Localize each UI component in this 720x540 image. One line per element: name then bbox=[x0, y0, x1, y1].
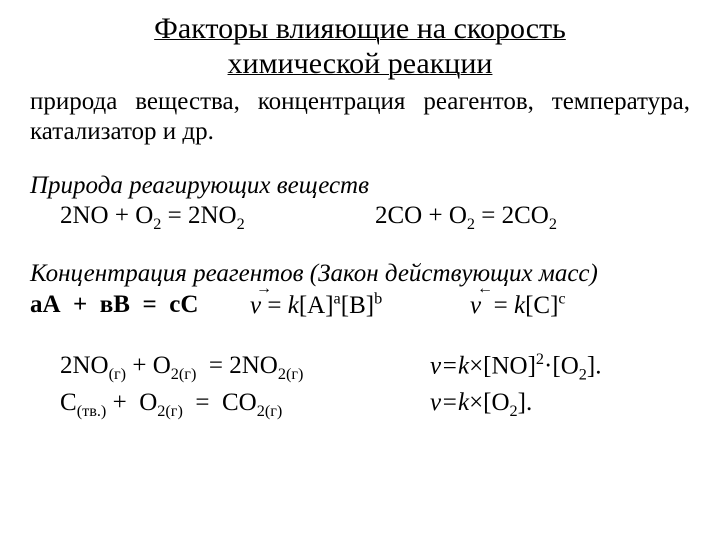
example-2-left: C(тв.) + O2(г) = CO2(г) bbox=[30, 386, 430, 423]
example-1-right: v=k×[NO]2·[O2]. bbox=[430, 349, 690, 386]
example-row-2: C(тв.) + O2(г) = CO2(г) v=k×[O2]. bbox=[30, 386, 690, 423]
title-line-1: Факторы влияющие на скорость bbox=[154, 12, 566, 45]
intro-text: природа вещества, концентрация реагентов… bbox=[30, 87, 690, 147]
nature-eq-1: 2NO + O2 = 2NO2 bbox=[60, 201, 375, 235]
law-equations: аА + вВ = сС → v = k[A]a[B]b ← v = k[C]c bbox=[30, 289, 690, 322]
arrow-forward-icon: → bbox=[256, 279, 272, 299]
nature-equations: 2NO + O2 = 2NO2 2CO + O2 = 2CO2 bbox=[30, 201, 690, 235]
law-forward: → v = k[A]a[B]b bbox=[250, 289, 470, 322]
law-generic: аА + вВ = сС bbox=[30, 289, 250, 322]
slide-title: Факторы влияющие на скорость химической … bbox=[30, 12, 690, 81]
example-1-left: 2NO(г) + O2(г) = 2NO2(г) bbox=[30, 349, 430, 386]
arrow-back-icon: ← bbox=[477, 279, 493, 299]
example-row-1: 2NO(г) + O2(г) = 2NO2(г) v=k×[NO]2·[O2]. bbox=[30, 349, 690, 386]
examples: 2NO(г) + O2(г) = 2NO2(г) v=k×[NO]2·[O2].… bbox=[30, 349, 690, 423]
example-2-right: v=k×[O2]. bbox=[430, 386, 690, 423]
title-line-2: химической реакции bbox=[228, 47, 493, 80]
law-backward: ← v = k[C]c bbox=[470, 289, 690, 322]
nature-eq-2: 2CO + O2 = 2CO2 bbox=[375, 201, 690, 235]
slide: Факторы влияющие на скорость химической … bbox=[0, 0, 720, 540]
law-heading: Концентрация реагентов (Закон действующи… bbox=[30, 259, 690, 289]
nature-heading: Природа реагирующих веществ bbox=[30, 171, 690, 201]
